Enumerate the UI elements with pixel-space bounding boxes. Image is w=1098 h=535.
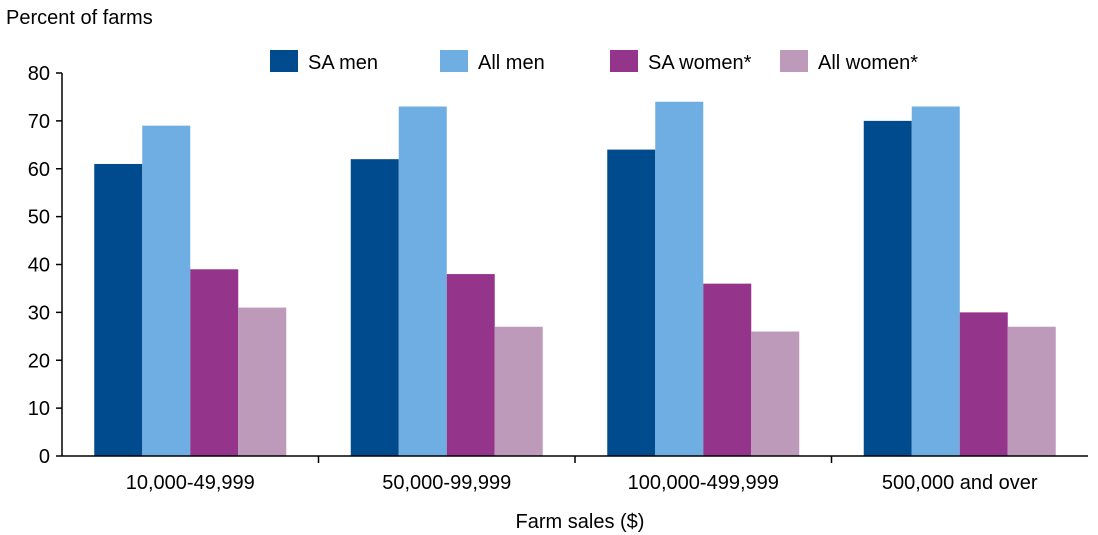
x-tick-label: 100,000-499,999 [628,472,779,494]
bar-all-men-0 [142,125,191,456]
axes: 0 10 20 30 40 50 60 70 80 10,000-49,999 50,000-99,… [28,63,1088,494]
x-tick-label: 500,000 and over [882,472,1038,494]
bar-all-women-1 [494,326,543,456]
y-tick-label: 40 [28,255,50,277]
legend-label: SA men [308,52,378,74]
bar-sa-men-2 [607,149,656,456]
y-tick-label: 80 [28,63,50,85]
legend-swatch [780,50,808,72]
y-tick-label: 0 [39,446,50,468]
bar-all-women-0 [238,307,287,456]
bar-all-men-3 [911,106,960,456]
bar-sa-women-2 [703,283,752,456]
bar-sa-men-0 [94,163,143,456]
bar-sa-men-1 [350,159,399,457]
bar-all-men-2 [655,101,704,456]
legend-label: SA women* [648,52,752,74]
y-tick-label: 20 [28,350,50,372]
x-tick-label: 50,000-99,999 [382,472,511,494]
x-tick-label: 10,000-49,999 [126,472,255,494]
bars [94,101,1056,457]
legend-swatch [610,50,638,72]
legend-swatch [270,50,298,72]
y-tick-label: 60 [28,159,50,181]
y-tick-label: 50 [28,207,50,229]
y-tick-label: 10 [28,398,50,420]
bar-sa-women-3 [959,312,1008,456]
bar-all-women-3 [1007,326,1056,456]
y-tick-label: 70 [28,111,50,133]
bar-sa-women-0 [190,269,239,456]
legend: SA men All men SA women* All women* [270,50,918,74]
legend-label: All men [478,52,545,74]
y-tick-label: 30 [28,302,50,324]
legend-label: All women* [818,52,918,74]
bar-sa-women-1 [446,274,495,456]
bar-sa-men-3 [863,120,912,456]
legend-swatch [440,50,468,72]
bar-all-women-2 [751,331,800,456]
x-axis-label: Farm sales ($) [516,511,645,533]
bar-all-men-1 [398,106,447,456]
y-axis-label: Percent of farms [6,7,153,29]
